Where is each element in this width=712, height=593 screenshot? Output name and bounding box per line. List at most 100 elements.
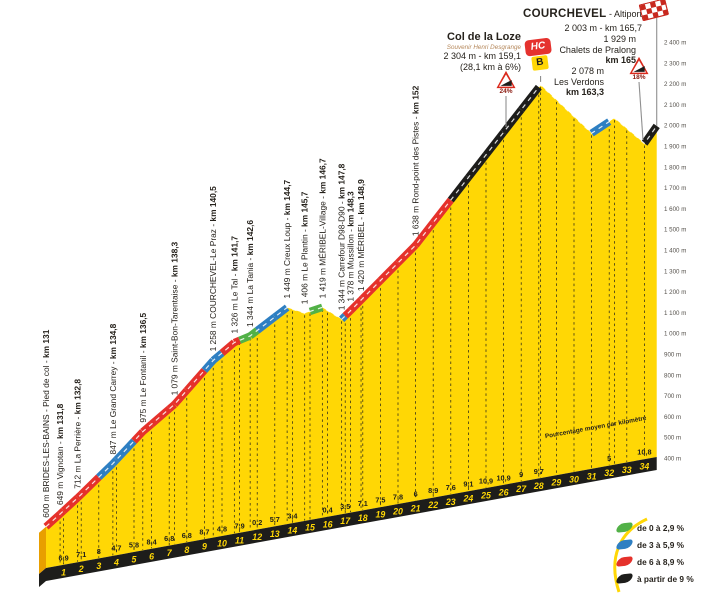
col-name: Col de la Loze bbox=[447, 31, 521, 43]
waypoint-label: 975 m Le Fontanil - km 136,5 bbox=[138, 312, 148, 422]
km-tick-label: 32 bbox=[604, 468, 614, 478]
elevation-scale-label: 500 m bbox=[664, 435, 681, 442]
elevation-scale-label: 800 m bbox=[664, 372, 681, 379]
waypoint-label: 1 344 m Carrefour D98-D90 - km 147,8 bbox=[337, 163, 347, 310]
gradient-value: 6,8 bbox=[182, 531, 192, 540]
km-tick-label: 25 bbox=[480, 491, 491, 501]
km-tick-label: 21 bbox=[410, 503, 421, 513]
waypoint-label: 1 378 m Mussillon - km 148,3 bbox=[345, 191, 355, 302]
chalets-de-pralong-block: 1 929 m Chalets de Pralong km 165 bbox=[559, 34, 636, 66]
km-tick-label: 8 bbox=[184, 545, 189, 555]
elevation-scale-label: 2 000 m bbox=[664, 123, 686, 130]
elevation-scale-label: 700 m bbox=[664, 393, 681, 400]
gradient-value: 4,7 bbox=[111, 544, 121, 553]
profile-centerline bbox=[45, 84, 658, 528]
finish-suffix: - Altiport bbox=[606, 9, 642, 19]
finish-town: COURCHEVEL bbox=[522, 8, 607, 20]
km-tick-label: 14 bbox=[288, 526, 298, 536]
km-tick-label: 34 bbox=[640, 462, 650, 472]
verdons-km: km 163,3 bbox=[565, 87, 604, 98]
elevation-scale-label: 2 300 m bbox=[664, 60, 686, 67]
km-tick-label: 12 bbox=[252, 532, 262, 542]
gradient-value: 7,6 bbox=[446, 483, 456, 492]
km-tick-label: 11 bbox=[235, 535, 244, 545]
waypoint-label: 847 m Le Grand Carrey - km 134,8 bbox=[108, 323, 118, 454]
km-tick-label: 13 bbox=[270, 529, 280, 539]
gradient-value: 6 bbox=[414, 489, 418, 498]
gradient-value: 3,5 bbox=[340, 502, 350, 511]
elevation-scale-label: 1 500 m bbox=[664, 227, 686, 234]
elevation-scale-label: 1 400 m bbox=[664, 248, 686, 255]
gradient-value: 10,8 bbox=[637, 448, 651, 457]
profile-left-face bbox=[39, 526, 46, 574]
elevation-scale-label: 2 200 m bbox=[664, 81, 686, 88]
profile-segment-red bbox=[149, 406, 172, 427]
legend-swatch-black bbox=[615, 573, 634, 584]
km-tick-label: 10 bbox=[217, 539, 227, 549]
hc-badge-label: HC bbox=[524, 37, 552, 57]
km-tick-label: 23 bbox=[445, 497, 456, 507]
elevation-scale-label: 1 700 m bbox=[664, 185, 686, 192]
profile-segment-red bbox=[360, 277, 384, 301]
checkered-flag-svg bbox=[638, 0, 669, 22]
finish-label-block: COURCHEVEL - Altiport 2 003 m - km 165,7 bbox=[523, 4, 642, 33]
verdons-name: Les Verdons bbox=[553, 76, 604, 87]
col-altitude-km: 2 304 m - km 159,1 bbox=[443, 51, 521, 62]
legend-item: de 6 à 8,9 % bbox=[615, 553, 694, 570]
elevation-scale-label: 1 100 m bbox=[664, 310, 686, 317]
km-tick-label: 20 bbox=[392, 507, 403, 517]
km-tick-label: 6 bbox=[149, 551, 154, 561]
finish-altitude-km: 2 003 m - km 165,7 bbox=[564, 22, 642, 33]
warning-percent-label: 18% bbox=[632, 74, 646, 81]
gradient-value: 10,9 bbox=[496, 473, 510, 482]
legend-swatch-blue bbox=[615, 539, 634, 550]
marker-pole bbox=[638, 81, 644, 141]
km-tick-label: 30 bbox=[569, 475, 579, 485]
km-tick-label: 2 bbox=[78, 564, 84, 574]
legend-item: de 0 à 2,9 % bbox=[615, 519, 694, 536]
pralong-name: Chalets de Pralong bbox=[559, 44, 636, 55]
les-verdons-block: 2 078 m Les Verdons km 163,3 bbox=[554, 66, 604, 98]
pralong-altitude: 1 929 m bbox=[603, 34, 636, 44]
elevation-scale-label: 1 900 m bbox=[664, 144, 686, 151]
gradient-value: 7,1 bbox=[358, 499, 368, 508]
km-axis-band bbox=[39, 456, 657, 587]
gradient-value: 5,7 bbox=[270, 515, 280, 524]
legend-label: de 3 à 5,9 % bbox=[637, 539, 685, 550]
elevation-scale-label: 600 m bbox=[664, 414, 681, 421]
legend-swatch-red bbox=[615, 556, 634, 567]
gradient-value: 5 bbox=[607, 454, 611, 463]
km-tick-label: 31 bbox=[587, 471, 597, 481]
profile-segment-black bbox=[465, 152, 489, 180]
elevation-scale-label: 1 300 m bbox=[664, 268, 686, 275]
gradient-value: 9,7 bbox=[534, 467, 544, 476]
col-de-la-loze-block: Col de la Loze Souvenir Henri Desgrange … bbox=[443, 31, 521, 73]
km-tick-label: 24 bbox=[463, 494, 474, 504]
legend: de 0 à 2,9 % de 3 à 5,9 % de 6 à 8,9 % à pa… bbox=[615, 519, 694, 587]
waypoint-label: 1 449 m Creux Loup - km 144,7 bbox=[282, 179, 292, 298]
gradient-value: 7,8 bbox=[393, 493, 403, 502]
waypoint-label: 649 m Vignotan - km 131,8 bbox=[55, 403, 65, 505]
km-tick-label: 4 bbox=[113, 558, 119, 568]
gradient-value: 0,2 bbox=[252, 518, 262, 527]
profile-area bbox=[46, 84, 657, 569]
gradient-value: 7,1 bbox=[76, 550, 86, 559]
gradient-value: 0,4 bbox=[323, 505, 334, 514]
km-tick-label: 27 bbox=[515, 484, 527, 494]
elevation-scale-label: 2 400 m bbox=[664, 40, 686, 47]
elevation-scale-label: 900 m bbox=[664, 352, 681, 359]
waypoint-label: 1 079 m Saint-Bon-Tarentaise - km 138,3 bbox=[169, 241, 179, 395]
legend-label: de 6 à 8,9 % bbox=[637, 556, 685, 567]
km-tick-label: 16 bbox=[323, 519, 333, 529]
gradient-value: 8,9 bbox=[428, 486, 438, 495]
verdons-altitude: 2 078 m bbox=[571, 66, 604, 76]
km-tick-label: 3 bbox=[96, 561, 101, 571]
elevation-scale-label: 1 200 m bbox=[664, 289, 686, 296]
gradient-value: 5,8 bbox=[129, 541, 139, 550]
gradient-value: 7,9 bbox=[235, 521, 245, 530]
km-tick-label: 15 bbox=[305, 523, 315, 533]
waypoint-label: 1 419 m MÉRIBEL-Village - km 146,7 bbox=[317, 158, 327, 298]
steep-warning-18: 18% bbox=[626, 56, 652, 81]
gradient-value: 4,8 bbox=[217, 525, 227, 534]
